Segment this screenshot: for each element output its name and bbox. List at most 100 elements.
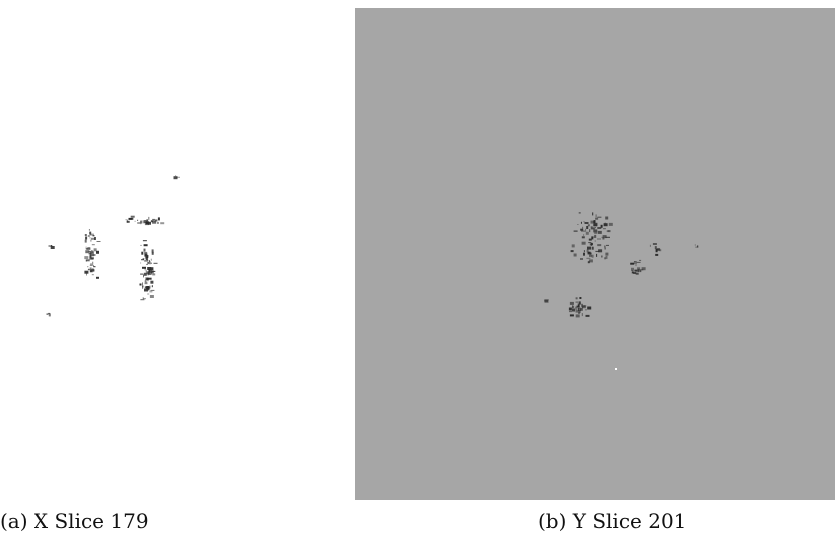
speckle (149, 261, 151, 265)
speckle (579, 297, 582, 299)
speckle (48, 313, 51, 317)
speckle (143, 248, 146, 252)
speckle (132, 217, 134, 220)
speckle (584, 309, 587, 311)
speckle (590, 220, 595, 224)
speckle (145, 255, 149, 259)
speckle (152, 218, 155, 220)
speckle (139, 283, 142, 286)
speckle (142, 240, 147, 242)
speckle (147, 277, 152, 280)
speckle (142, 285, 144, 288)
speckle (572, 305, 574, 309)
y-slice-speckle-plot (355, 8, 835, 500)
speckle (584, 222, 589, 224)
speckle (578, 308, 580, 311)
speckle (91, 274, 94, 276)
speckle (130, 215, 135, 218)
speckle (148, 216, 150, 220)
speckle (92, 235, 95, 237)
speckle (142, 282, 143, 286)
speckle (591, 236, 594, 240)
y-slice-image (355, 8, 835, 500)
speckle (87, 235, 90, 237)
speckle (604, 247, 606, 250)
speckle (580, 258, 583, 260)
speckle (150, 267, 154, 271)
speckle (142, 266, 146, 269)
speckle (146, 219, 148, 221)
speckle (150, 262, 152, 264)
speckle (575, 314, 580, 318)
speckle (91, 244, 95, 246)
speckle (631, 271, 634, 274)
speckle (581, 236, 585, 239)
speckle (594, 232, 598, 234)
speckle (86, 272, 87, 276)
speckle (142, 297, 144, 299)
speckle (608, 222, 613, 226)
speckle (571, 244, 575, 248)
speckle (587, 246, 591, 250)
speckle (606, 236, 610, 238)
speckle (93, 265, 94, 268)
speckle (89, 255, 92, 259)
speckle (588, 259, 593, 263)
speckle (141, 259, 144, 261)
speckle (589, 243, 593, 246)
speckle (597, 227, 602, 229)
speckle (577, 224, 579, 225)
speckle (603, 223, 608, 227)
speckle (147, 267, 152, 270)
speckle (148, 260, 150, 263)
speckle (590, 226, 593, 228)
speckle (91, 237, 95, 240)
speckle (150, 280, 154, 284)
speckle (173, 176, 178, 180)
speckle (578, 212, 581, 214)
speckle (575, 297, 578, 300)
speckle (90, 269, 95, 272)
speckle (602, 228, 606, 230)
speckle (149, 291, 153, 293)
speckle (581, 303, 583, 307)
speckle (577, 303, 581, 305)
speckle (84, 270, 89, 274)
speckle (88, 253, 92, 255)
speckle (575, 301, 579, 303)
speckle (50, 246, 55, 249)
speckle (602, 237, 605, 240)
speckle (85, 248, 88, 250)
speckle (591, 246, 594, 250)
speckle (589, 229, 591, 233)
speckle (631, 267, 634, 271)
speckle (140, 273, 144, 275)
speckle (91, 250, 93, 252)
speckle (694, 244, 696, 246)
speckle (140, 244, 142, 246)
speckle (149, 269, 153, 273)
speckle (85, 236, 88, 240)
speckle (144, 222, 149, 226)
speckle (588, 242, 592, 244)
speckle (152, 273, 156, 276)
speckle (586, 226, 589, 229)
speckle (150, 258, 152, 261)
speckle (607, 230, 611, 233)
speckle (146, 263, 149, 265)
speckle (85, 246, 87, 248)
speckle (125, 219, 127, 221)
speckle (649, 244, 651, 247)
speckle (591, 254, 594, 258)
speckle (89, 237, 91, 239)
speckle (635, 264, 637, 267)
speckle (142, 298, 146, 300)
speckle (51, 245, 52, 247)
speckle (655, 248, 660, 251)
speckle (87, 269, 90, 271)
speckle (595, 217, 599, 220)
speckle (153, 262, 158, 264)
speckle (601, 236, 604, 238)
speckle (630, 262, 635, 265)
speckle (578, 301, 581, 305)
